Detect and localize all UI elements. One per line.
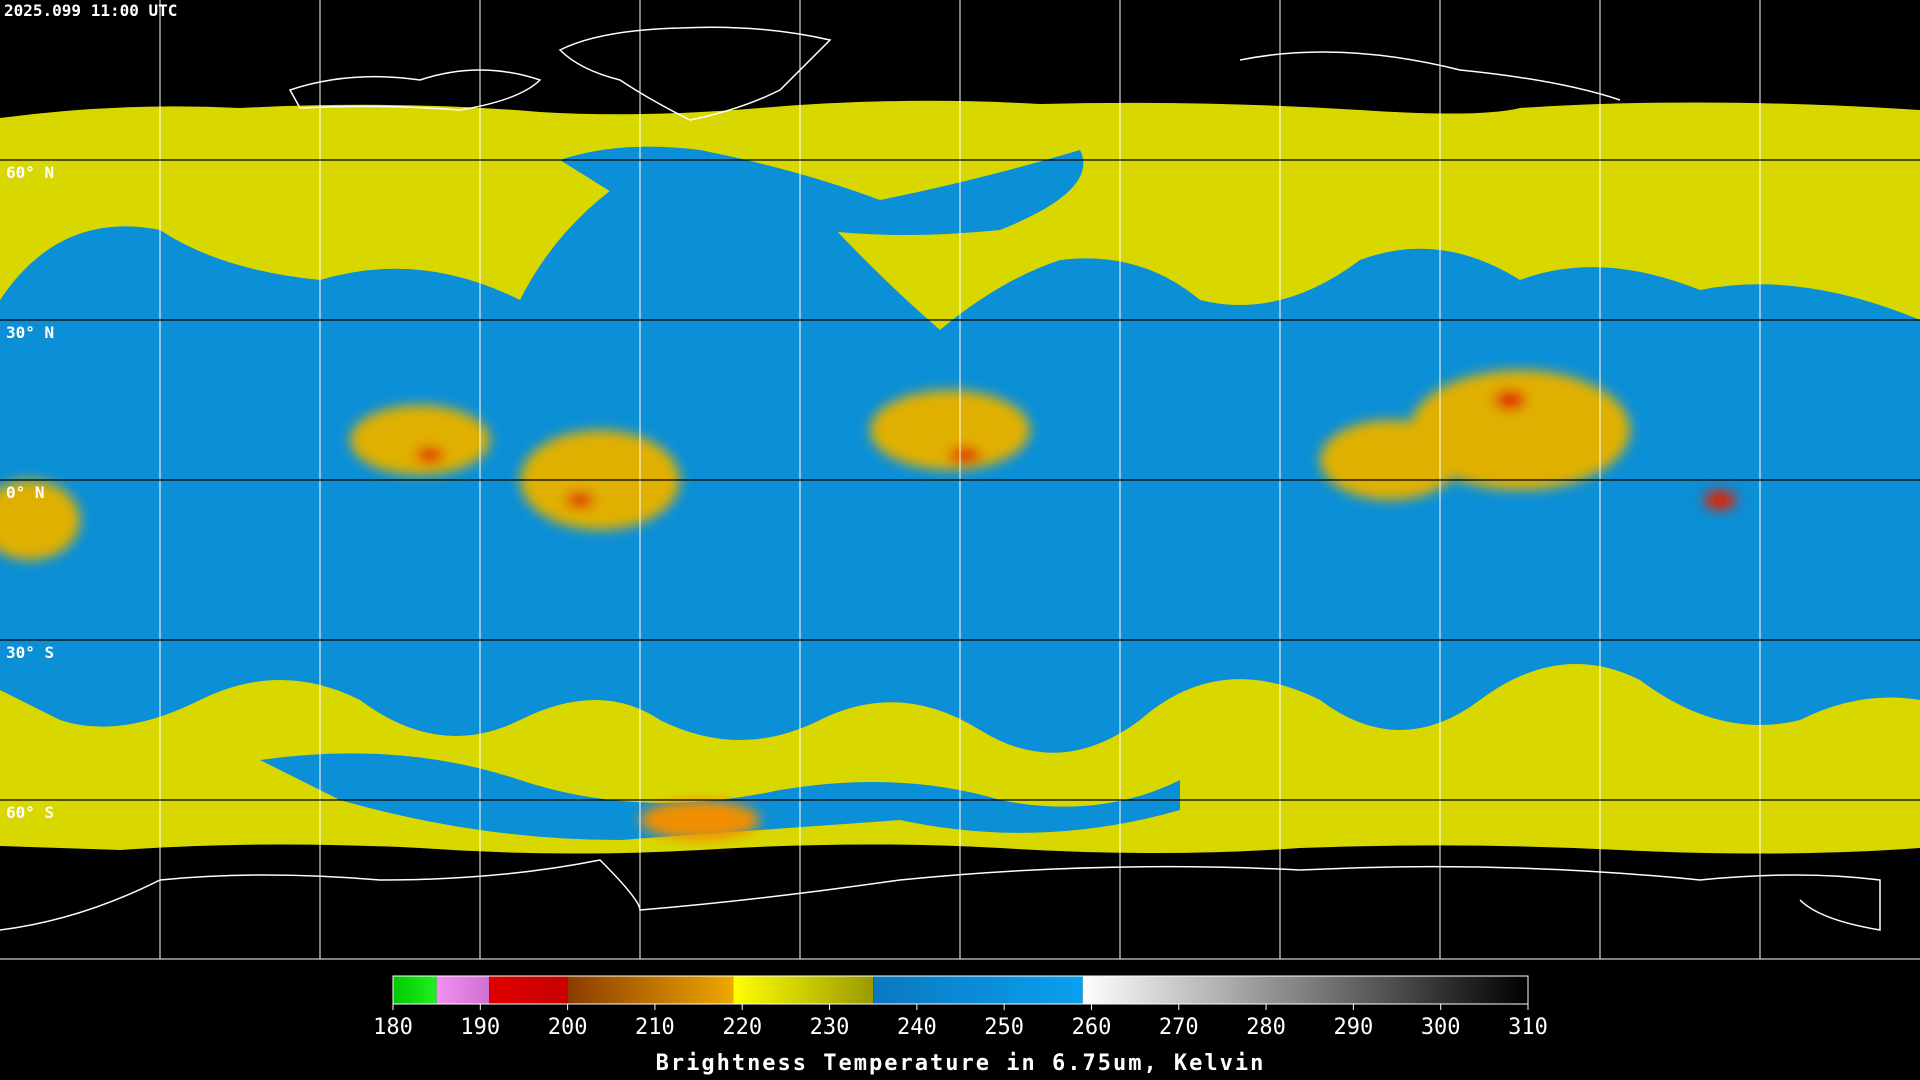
arctic-islands xyxy=(288,51,1621,111)
color-segment xyxy=(489,976,568,1004)
latitude-label: 60° N xyxy=(6,163,54,182)
timestamp: 2025.099 11:00 UTC xyxy=(4,1,177,20)
tick-label: 270 xyxy=(1159,1015,1199,1040)
latitude-label: 0° N xyxy=(6,483,45,502)
latitude-label: 30° N xyxy=(6,323,54,342)
color-segment xyxy=(393,976,437,1004)
tick-label: 280 xyxy=(1246,1015,1286,1040)
tick-label: 310 xyxy=(1508,1015,1548,1040)
tick-label: 190 xyxy=(460,1015,500,1040)
tick-label: 200 xyxy=(548,1015,588,1040)
colorbar: 180 190 200 210 220 230 240 250 260 270 280 290 300 3… xyxy=(373,975,1548,1076)
tick-label: 210 xyxy=(635,1015,675,1040)
graticule xyxy=(0,0,1920,960)
dry-tongue-south xyxy=(260,753,1180,840)
tick-label: 180 xyxy=(373,1015,413,1040)
color-segment xyxy=(873,976,1083,1004)
dry-tongue-north xyxy=(560,146,1084,235)
tick-label: 300 xyxy=(1421,1015,1461,1040)
tick-label: 230 xyxy=(810,1015,850,1040)
color-segment xyxy=(436,976,490,1004)
color-segment xyxy=(733,976,874,1004)
tick-label: 220 xyxy=(722,1015,762,1040)
greenland xyxy=(558,26,832,121)
coastlines xyxy=(0,26,1881,931)
tick-label: 250 xyxy=(984,1015,1024,1040)
color-segment xyxy=(1082,976,1528,1004)
antarctica xyxy=(0,859,1881,931)
tick-label: 260 xyxy=(1072,1015,1112,1040)
latitude-label: 60° S xyxy=(6,803,54,822)
latitude-label: 30° S xyxy=(6,643,54,662)
tick-label: 290 xyxy=(1334,1015,1374,1040)
colorbar-frame xyxy=(392,975,1529,1005)
color-segment xyxy=(567,976,734,1004)
colorbar-title: Brightness Temperature in 6.75um, Kelvin xyxy=(656,1051,1266,1076)
tick-label: 240 xyxy=(897,1015,937,1040)
